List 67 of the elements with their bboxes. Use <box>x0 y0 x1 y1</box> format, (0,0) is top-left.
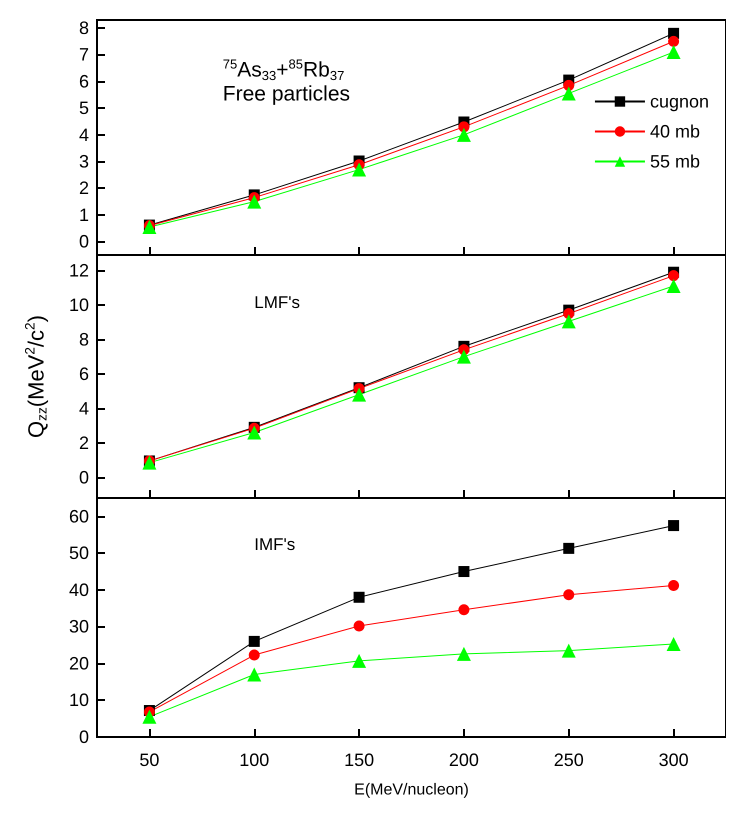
y-tick-label: 8 <box>78 329 89 350</box>
y-tick-label: 20 <box>68 653 89 674</box>
point <box>354 592 365 603</box>
y-tick-label: 10 <box>68 690 89 710</box>
point <box>456 646 471 661</box>
y-tick-label: 6 <box>78 71 89 92</box>
y-tick-label: 3 <box>78 152 89 172</box>
y-tick-label: 4 <box>78 124 89 145</box>
point <box>458 566 470 578</box>
point <box>142 710 156 724</box>
x-tick-label: 100 <box>239 750 270 770</box>
x-tick-label: 200 <box>448 750 479 770</box>
y-tick-label: 10 <box>68 294 89 315</box>
y-tick-label: 30 <box>68 616 89 637</box>
point <box>352 388 366 402</box>
point <box>352 654 366 668</box>
x-tick-label: 300 <box>658 750 689 770</box>
point <box>668 270 680 282</box>
y-axis-title: Qzz(MeV2/c2) <box>22 315 50 438</box>
y-tick-label: 5 <box>78 98 89 118</box>
point <box>247 667 262 682</box>
point <box>456 128 471 142</box>
point <box>248 650 260 660</box>
point <box>563 542 574 554</box>
y-tick-label: 6 <box>78 364 89 384</box>
annotation: Free particles <box>222 82 350 106</box>
y-tick-label: 40 <box>68 580 89 600</box>
point <box>142 456 156 470</box>
point <box>456 350 471 364</box>
x-tick-label: 50 <box>139 750 160 770</box>
annotation: IMF's <box>254 535 296 554</box>
y-tick-label: 4 <box>78 398 89 418</box>
point <box>562 644 576 658</box>
x-tick-label: 150 <box>344 750 374 770</box>
y-tick-label: 1 <box>78 204 89 225</box>
y-tick-label: 2 <box>78 178 89 198</box>
y-tick-label: 8 <box>78 18 89 38</box>
y-tick-label: 12 <box>68 260 89 281</box>
y-tick-label: 0 <box>78 467 89 488</box>
y-tick-label: 50 <box>68 543 89 564</box>
y-tick-label: 7 <box>78 44 89 65</box>
y-tick-label: 0 <box>78 727 89 747</box>
point <box>668 580 680 592</box>
point <box>247 426 262 440</box>
legend-label: 55 mb <box>650 152 700 172</box>
x-axis-title: E(MeV/nucleon) <box>354 782 469 798</box>
y-tick-label: 2 <box>78 432 89 453</box>
point <box>562 86 576 100</box>
point <box>668 520 680 532</box>
y-tick-label: 60 <box>68 506 89 526</box>
point <box>247 194 262 209</box>
point <box>562 314 576 328</box>
point <box>458 604 470 616</box>
point <box>248 636 260 647</box>
annotation: LMF's <box>254 292 300 312</box>
x-tick-label: 250 <box>554 750 584 770</box>
point <box>354 620 365 632</box>
y-tick-label: 0 <box>78 232 89 252</box>
point <box>668 36 680 47</box>
point <box>142 220 156 234</box>
legend-label: cugnon <box>650 92 710 112</box>
point <box>666 279 681 294</box>
point <box>352 162 366 177</box>
point <box>666 45 681 60</box>
legend-label: 40 mb <box>650 122 700 142</box>
point <box>563 589 574 600</box>
point <box>666 636 681 651</box>
